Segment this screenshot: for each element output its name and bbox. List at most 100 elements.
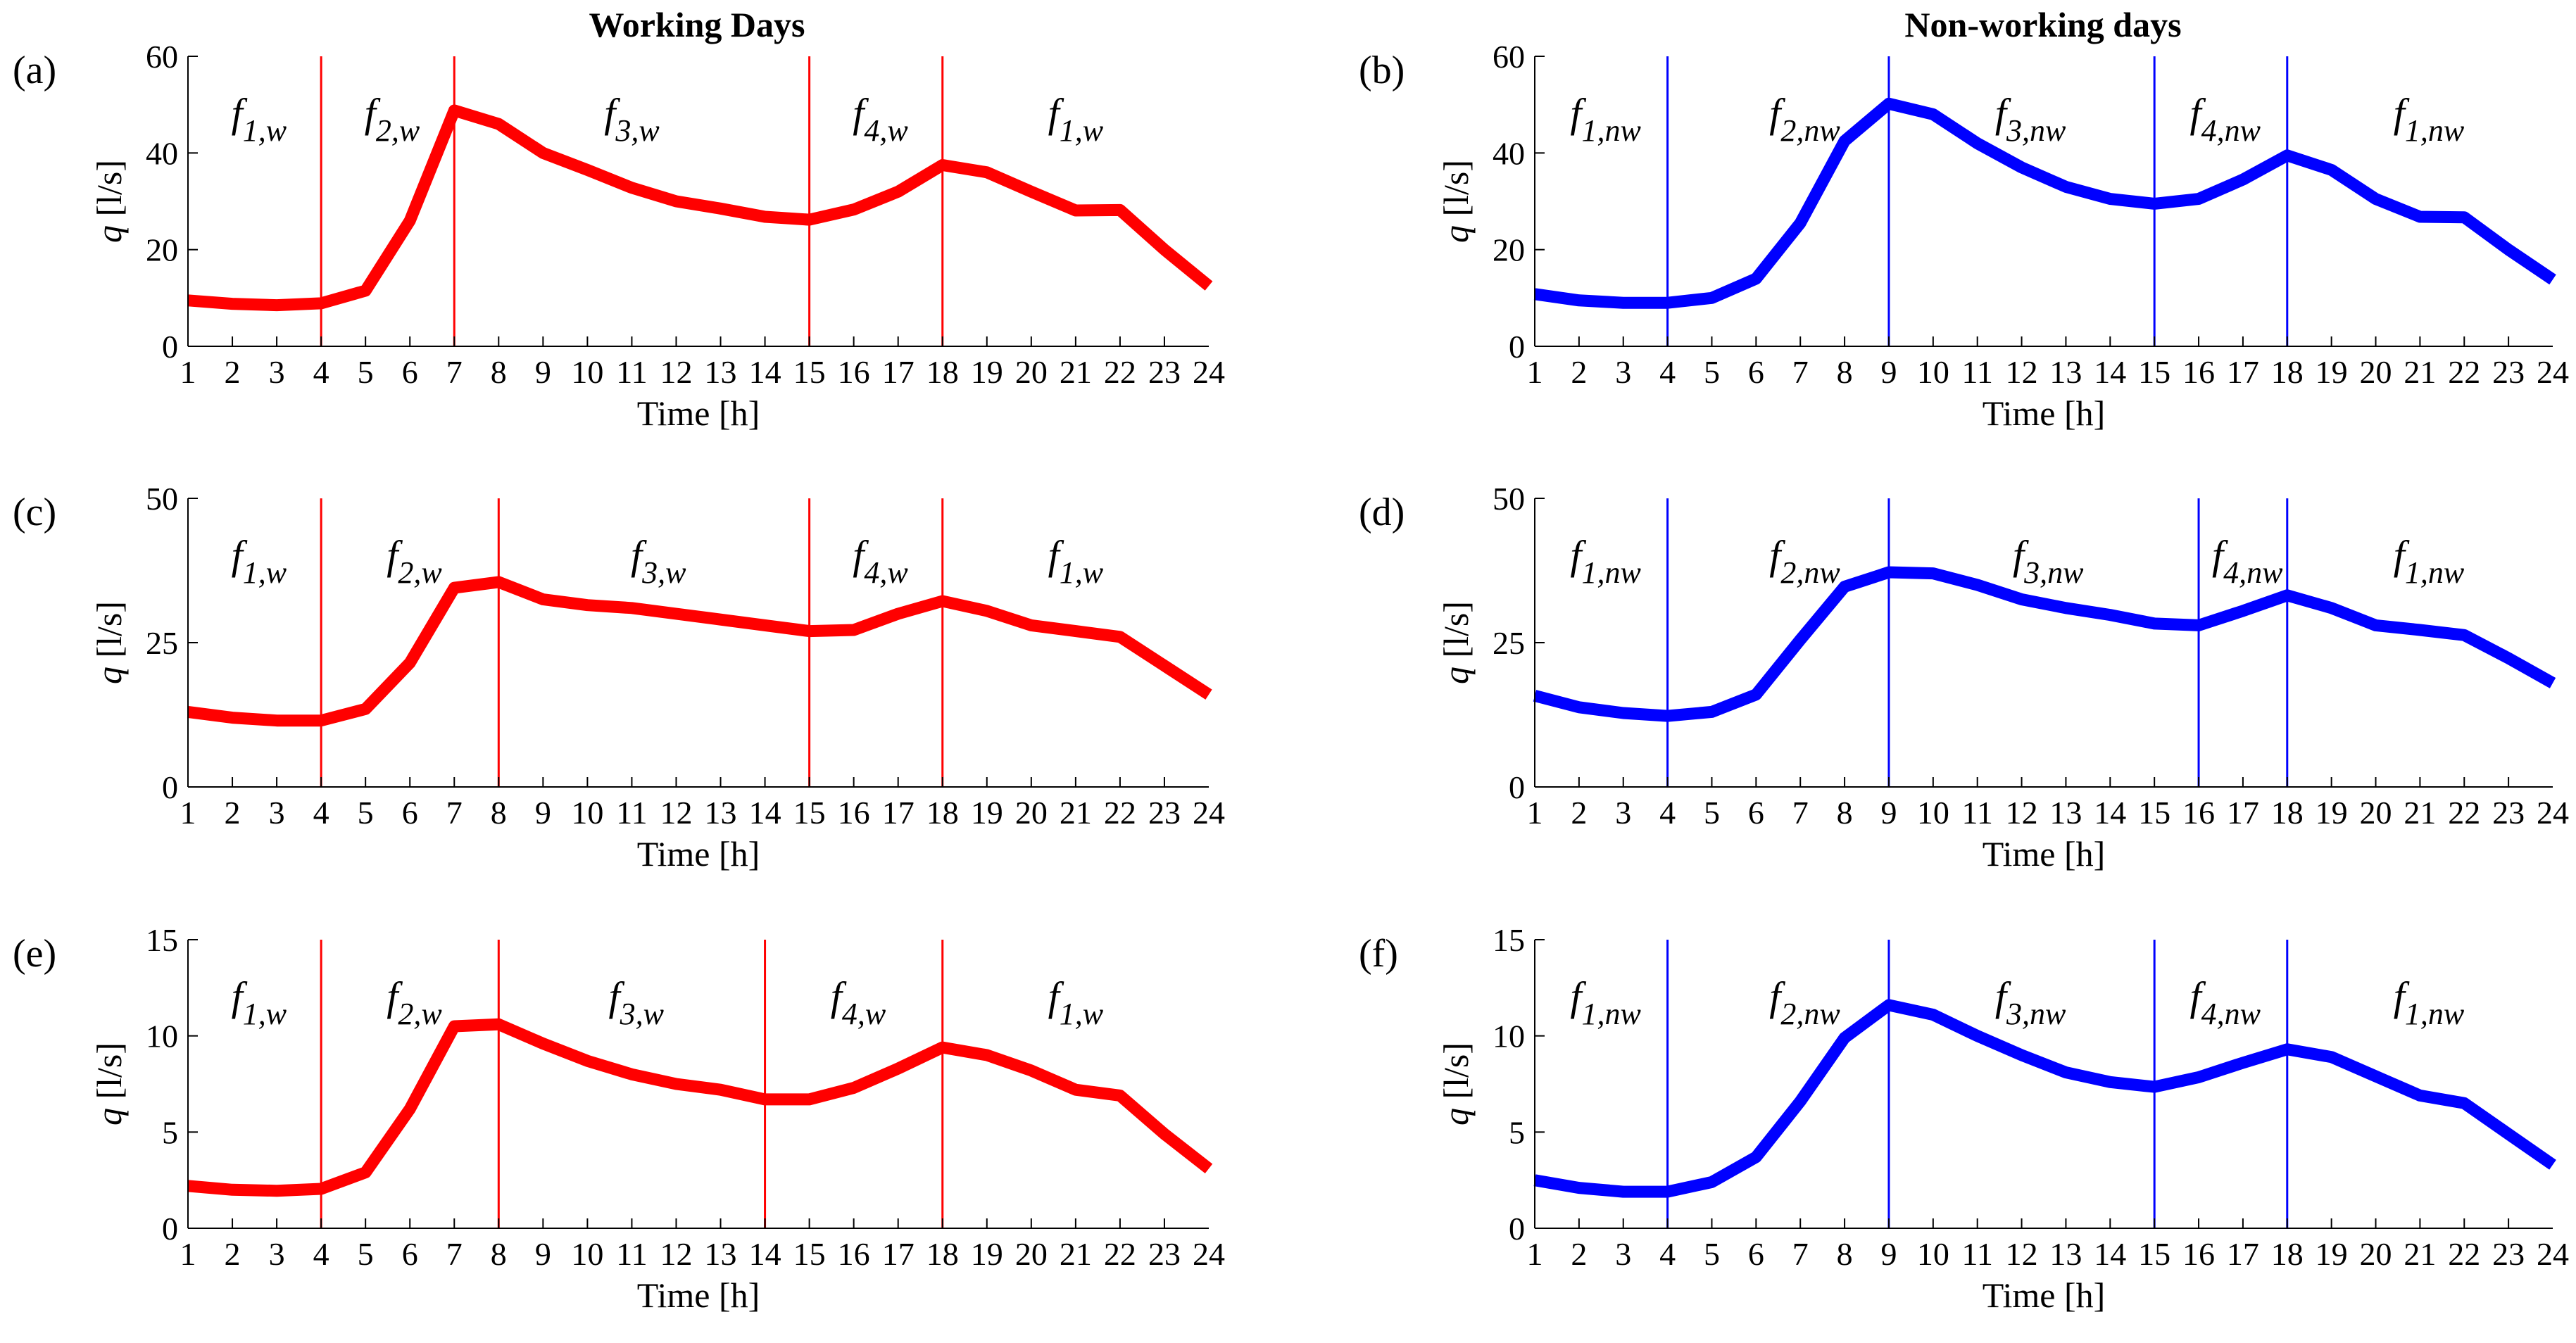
x-tick-label: 10 [1917, 354, 1949, 390]
x-tick-label: 24 [2537, 795, 2569, 831]
data-point [2375, 1075, 2377, 1078]
y-axis-label: q [l/s] [89, 160, 129, 243]
chart-panel-3: (c)1 2 3 4 5 6 7 8 9 10 11 12 13 14 15 16 17 18 19 20 21 22 23… [13, 481, 1225, 874]
x-tick-label: 2 [1571, 1236, 1587, 1272]
data-point [2463, 633, 2465, 636]
data-point [941, 164, 944, 167]
segment-label: f2,w [387, 973, 442, 1031]
data-point [1932, 1014, 1935, 1016]
segment-label-sub: 2,nw [1780, 113, 1840, 148]
segment-label: f3,nw [1995, 90, 2066, 148]
data-point [2551, 278, 2554, 281]
segment-label: f4,w [853, 532, 908, 590]
x-tick-label: 23 [1148, 1236, 1181, 1272]
data-point [1976, 142, 1979, 145]
data-point [2463, 216, 2465, 219]
x-tick-label: 8 [1837, 1236, 1853, 1272]
y-axis-label-var: q [1436, 667, 1476, 684]
segment-label: f1,nw [1570, 973, 1641, 1031]
x-tick-label: 17 [2227, 1236, 2259, 1272]
data-point [275, 1190, 278, 1192]
segment-label: f4,w [853, 90, 908, 148]
x-tick-label: 17 [882, 795, 915, 831]
data-point [1622, 712, 1625, 714]
x-axis-label: Time [h] [637, 834, 760, 874]
x-tick-label: 3 [1615, 795, 1631, 831]
data-point [1710, 1180, 1713, 1183]
x-tick-label: 6 [402, 354, 418, 390]
x-tick-label: 14 [2094, 354, 2126, 390]
segment-label-sub: 1,w [1060, 997, 1104, 1031]
data-point [2109, 614, 2111, 617]
x-tick-label: 1 [1527, 1236, 1543, 1272]
segment-label-sub: 1,w [243, 113, 287, 148]
x-tick-label: 4 [313, 795, 329, 831]
segment-label-sub: 2,w [398, 555, 442, 590]
x-tick-label: 6 [402, 1236, 418, 1272]
x-axis-label: Time [h] [637, 1275, 760, 1315]
data-point [497, 581, 500, 584]
x-tick-label: 11 [1962, 1236, 1993, 1272]
data-point [1119, 208, 1121, 211]
y-tick-label: 25 [1493, 625, 1525, 661]
data-point [986, 1054, 988, 1057]
data-point [674, 612, 677, 615]
data-point [231, 303, 234, 305]
data-point [808, 630, 811, 633]
data-point [2153, 202, 2156, 205]
column-title-working: Working Days [589, 5, 805, 44]
x-tick-label: 15 [2138, 1236, 2170, 1272]
x-tick-label: 5 [1704, 795, 1720, 831]
x-tick-label: 21 [1060, 795, 1092, 831]
data-point [408, 1108, 411, 1111]
data-point [764, 215, 767, 218]
y-tick-label: 5 [162, 1114, 178, 1150]
y-tick-label: 50 [146, 481, 178, 517]
x-tick-label: 24 [2537, 1236, 2569, 1272]
segment-label: f4,nw [2212, 532, 2283, 590]
x-tick-label: 15 [793, 1236, 826, 1272]
data-point [1799, 222, 1802, 225]
data-point [1622, 301, 1625, 304]
x-tick-label: 24 [1193, 1236, 1225, 1272]
data-point [586, 604, 589, 607]
x-tick-label: 9 [535, 354, 551, 390]
x-tick-label: 18 [926, 795, 959, 831]
y-axis-label: q [l/s] [89, 601, 129, 684]
y-axis-label: q [l/s] [1436, 160, 1476, 243]
segment-label: f4,nw [2190, 973, 2261, 1031]
y-axis-label: q [l/s] [1436, 601, 1476, 684]
data-point [1666, 714, 1669, 717]
data-point [1754, 277, 1757, 280]
x-tick-label: 13 [2049, 354, 2082, 390]
x-tick-label: 24 [1193, 795, 1225, 831]
x-tick-label: 16 [838, 795, 870, 831]
segment-label-sub: 4,w [864, 113, 908, 148]
segment-label: f1,w [232, 973, 287, 1031]
x-tick-label: 24 [1193, 354, 1225, 390]
data-point [2242, 178, 2244, 181]
y-axis-label-unit: [l/s] [89, 1042, 129, 1108]
segment-label-sub: 2,w [376, 113, 420, 148]
x-tick-label: 21 [1060, 1236, 1092, 1272]
data-point [1074, 1088, 1077, 1091]
data-point [720, 1088, 722, 1091]
x-tick-label: 7 [446, 1236, 463, 1272]
x-tick-label: 9 [1880, 1236, 1897, 1272]
data-point [1932, 113, 1935, 115]
data-point [853, 629, 855, 631]
y-axis-label-var: q [89, 225, 129, 243]
segment-label: f3,nw [1995, 973, 2066, 1031]
panel-tag: (d) [1359, 491, 1405, 534]
x-tick-label: 15 [2138, 354, 2170, 390]
x-tick-label: 19 [2316, 1236, 2348, 1272]
data-point [275, 304, 278, 307]
data-point [541, 1042, 544, 1045]
x-tick-label: 9 [535, 1236, 551, 1272]
segment-label: f1,w [232, 532, 287, 590]
data-point [2330, 607, 2333, 610]
data-point [897, 612, 900, 615]
y-tick-label: 15 [1493, 922, 1525, 958]
data-point [586, 168, 589, 171]
